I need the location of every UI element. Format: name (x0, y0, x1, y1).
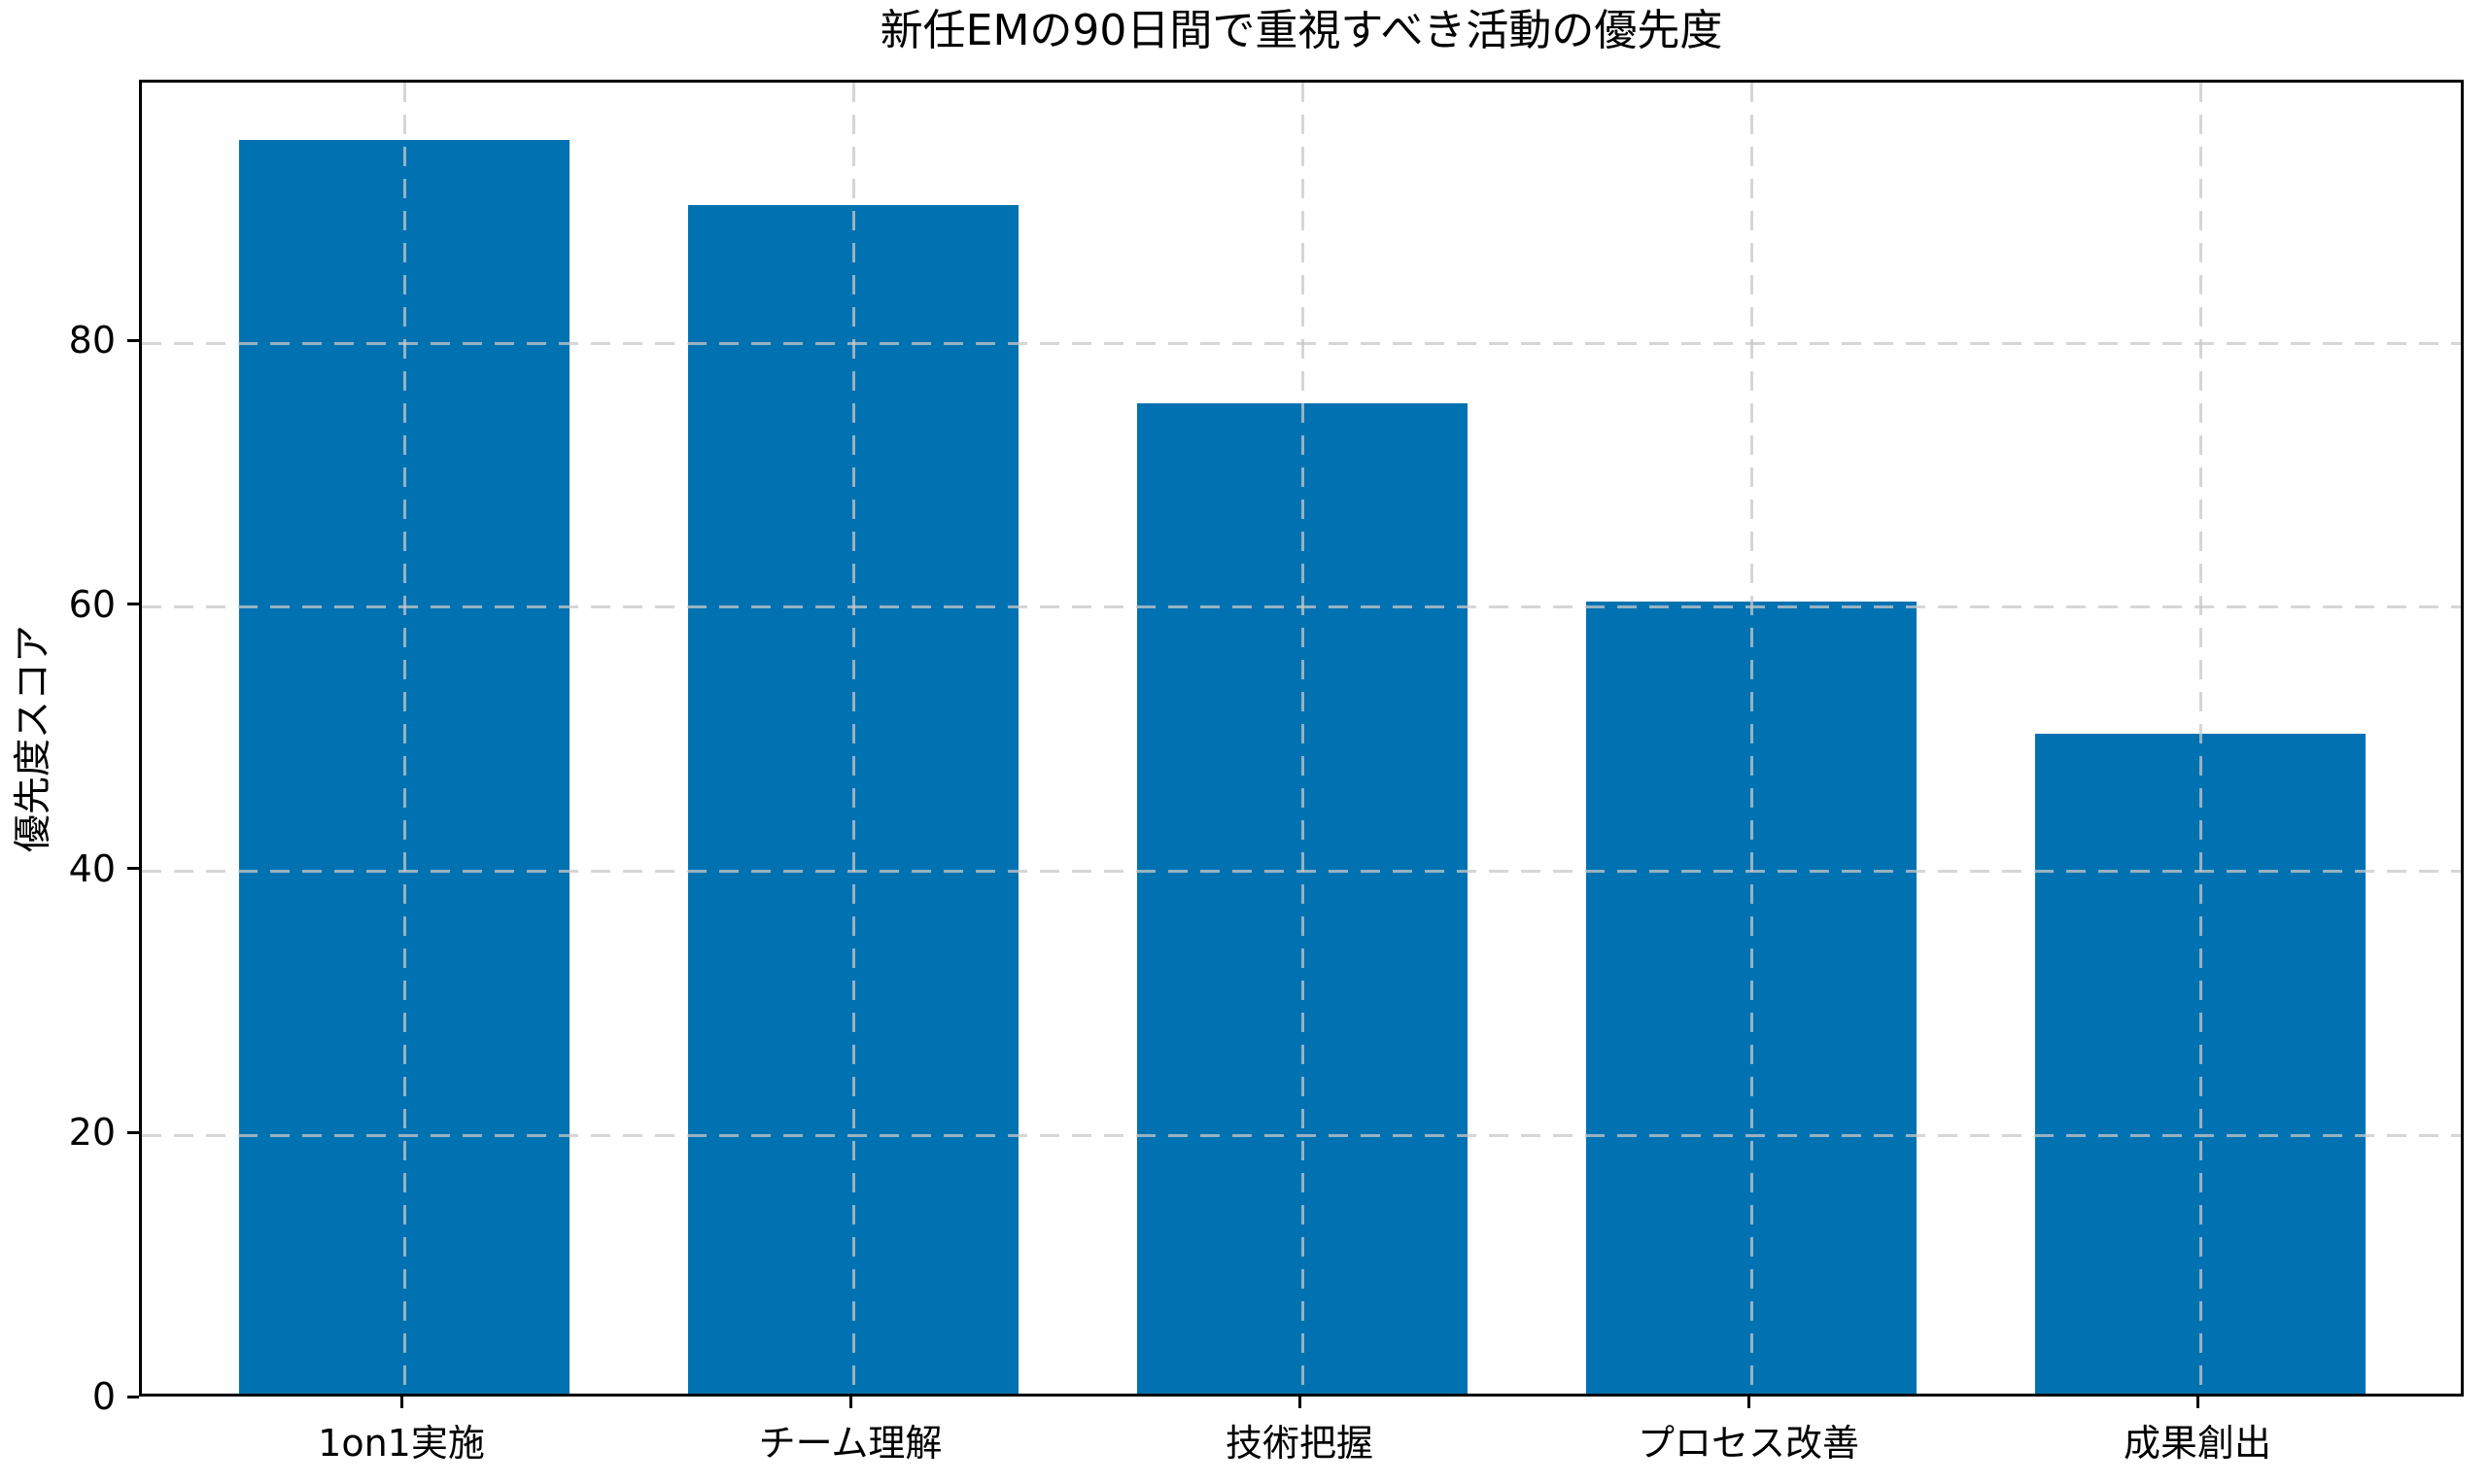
x-axis-tick (848, 1397, 852, 1408)
bars-layer (142, 83, 2461, 1394)
x-axis-tick (1297, 1397, 1301, 1408)
y-axis-tick (127, 338, 139, 342)
y-axis-tick (127, 1130, 139, 1134)
plot-area (139, 80, 2464, 1397)
bar-2 (688, 205, 1019, 1394)
x-tick-label: チーム理解 (758, 1422, 943, 1465)
bar-4 (1586, 601, 1917, 1394)
y-tick-label: 60 (68, 582, 116, 626)
y-tick-label: 80 (68, 319, 116, 362)
x-axis-tick (1746, 1397, 1750, 1408)
x-axis-tick (2195, 1397, 2199, 1408)
x-tick-label: 1on1実施 (318, 1422, 485, 1465)
x-tick-label: プロセス改善 (1637, 1422, 1860, 1465)
x-tick-label: 成果創出 (2123, 1422, 2272, 1465)
y-axis-tick (127, 1395, 139, 1398)
x-tick-label: 技術把握 (1225, 1422, 1374, 1465)
bar-5 (2035, 733, 2366, 1394)
y-tick-label: 0 (91, 1375, 116, 1418)
bar-1 (239, 139, 570, 1394)
y-axis-tick (127, 603, 139, 606)
chart-title: 新任EMの90日間で重視すべき活動の優先度 (880, 6, 1723, 55)
x-axis-tick (399, 1397, 403, 1408)
y-axis-tick (127, 867, 139, 871)
bar-3 (1137, 403, 1468, 1394)
y-tick-label: 40 (68, 846, 116, 890)
y-axis-label: 優先度スコア (12, 624, 55, 852)
y-tick-label: 20 (68, 1111, 116, 1155)
